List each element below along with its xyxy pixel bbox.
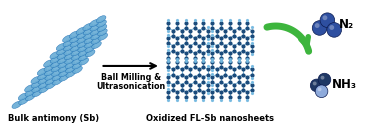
Ellipse shape: [91, 37, 101, 44]
Ellipse shape: [79, 58, 89, 65]
Ellipse shape: [90, 24, 100, 31]
Ellipse shape: [43, 60, 53, 67]
Ellipse shape: [58, 61, 68, 68]
Ellipse shape: [70, 36, 79, 43]
Ellipse shape: [57, 57, 67, 64]
Circle shape: [329, 25, 334, 30]
Ellipse shape: [12, 101, 22, 108]
Text: Ultrasonication: Ultrasonication: [96, 82, 165, 91]
Ellipse shape: [46, 82, 55, 89]
Ellipse shape: [85, 41, 94, 48]
Ellipse shape: [18, 93, 28, 100]
Circle shape: [313, 82, 317, 85]
Ellipse shape: [71, 53, 81, 60]
Ellipse shape: [76, 27, 86, 34]
Ellipse shape: [97, 24, 107, 31]
Ellipse shape: [51, 69, 61, 76]
Ellipse shape: [50, 56, 60, 63]
Ellipse shape: [56, 43, 66, 51]
Ellipse shape: [19, 97, 28, 105]
Circle shape: [312, 21, 327, 35]
Ellipse shape: [65, 66, 75, 73]
Ellipse shape: [84, 37, 94, 44]
Ellipse shape: [69, 31, 79, 38]
Ellipse shape: [45, 69, 54, 76]
Ellipse shape: [83, 23, 93, 31]
Ellipse shape: [53, 78, 62, 85]
Ellipse shape: [44, 64, 54, 71]
Text: Bulk antimony (Sb): Bulk antimony (Sb): [8, 114, 99, 123]
Ellipse shape: [84, 32, 93, 39]
Ellipse shape: [97, 20, 106, 27]
Ellipse shape: [45, 77, 55, 85]
Ellipse shape: [65, 57, 74, 64]
Ellipse shape: [79, 54, 88, 61]
Ellipse shape: [31, 77, 40, 84]
Ellipse shape: [37, 68, 47, 75]
Ellipse shape: [72, 62, 82, 69]
Text: N₂: N₂: [339, 18, 355, 31]
Ellipse shape: [32, 85, 42, 92]
Ellipse shape: [31, 81, 41, 88]
Ellipse shape: [63, 35, 72, 42]
Ellipse shape: [98, 29, 107, 36]
Ellipse shape: [98, 33, 108, 40]
Ellipse shape: [32, 90, 42, 97]
Circle shape: [321, 76, 324, 80]
Circle shape: [327, 23, 341, 37]
Circle shape: [320, 13, 335, 28]
Ellipse shape: [71, 44, 80, 51]
Ellipse shape: [25, 89, 35, 96]
Ellipse shape: [83, 28, 93, 35]
Ellipse shape: [77, 36, 87, 43]
Ellipse shape: [71, 49, 81, 56]
Ellipse shape: [72, 58, 82, 65]
Ellipse shape: [66, 70, 76, 77]
Ellipse shape: [59, 70, 68, 77]
Ellipse shape: [25, 94, 35, 101]
Ellipse shape: [64, 53, 74, 60]
Ellipse shape: [76, 32, 86, 39]
Circle shape: [310, 79, 323, 92]
Ellipse shape: [77, 40, 87, 48]
Ellipse shape: [57, 52, 67, 59]
Ellipse shape: [38, 77, 48, 84]
Ellipse shape: [85, 50, 95, 57]
Ellipse shape: [58, 65, 68, 72]
Ellipse shape: [38, 73, 47, 80]
Ellipse shape: [90, 28, 100, 35]
Ellipse shape: [85, 45, 94, 52]
Ellipse shape: [25, 85, 34, 92]
Ellipse shape: [73, 66, 82, 73]
Ellipse shape: [51, 65, 61, 72]
Ellipse shape: [59, 74, 69, 81]
Ellipse shape: [78, 45, 87, 52]
Ellipse shape: [52, 74, 62, 81]
Ellipse shape: [64, 44, 73, 51]
Text: NH₃: NH₃: [332, 78, 356, 91]
Ellipse shape: [64, 48, 73, 55]
Text: Ball Milling &: Ball Milling &: [101, 73, 161, 82]
Text: Oxidized FL-Sb nanosheets: Oxidized FL-Sb nanosheets: [146, 114, 274, 123]
Ellipse shape: [45, 73, 54, 80]
Circle shape: [318, 73, 331, 86]
Circle shape: [318, 87, 322, 91]
Ellipse shape: [96, 16, 106, 23]
Ellipse shape: [57, 48, 66, 55]
Circle shape: [322, 15, 327, 20]
Ellipse shape: [90, 20, 99, 27]
Ellipse shape: [91, 41, 101, 49]
Ellipse shape: [39, 86, 49, 93]
Ellipse shape: [78, 49, 88, 56]
Circle shape: [315, 23, 319, 28]
Ellipse shape: [91, 33, 101, 40]
Ellipse shape: [39, 81, 48, 88]
Circle shape: [315, 85, 328, 98]
Ellipse shape: [50, 52, 60, 59]
Ellipse shape: [70, 40, 80, 47]
Ellipse shape: [65, 61, 75, 68]
Ellipse shape: [63, 40, 73, 47]
Ellipse shape: [51, 60, 60, 68]
